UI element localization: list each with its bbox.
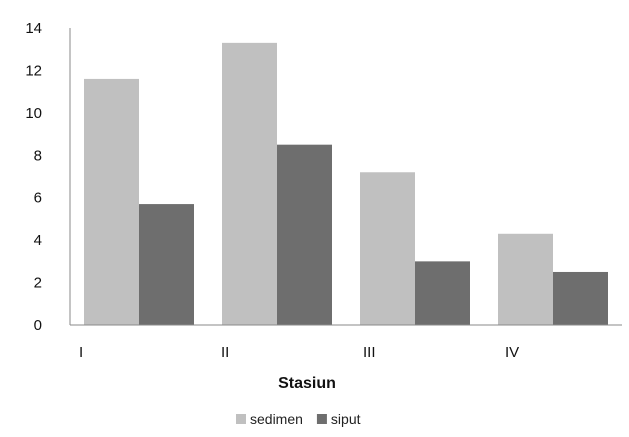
legend: sedimen siput — [236, 411, 361, 427]
y-tick-label: 10 — [25, 105, 42, 122]
y-tick-label: 6 — [34, 190, 42, 207]
legend-swatch-siput — [316, 414, 327, 424]
x-axis-title: Stasiun — [278, 375, 336, 392]
legend-label-siput: siput — [331, 411, 361, 427]
legend-swatch-sedimen — [236, 414, 246, 424]
y-tick-label: 8 — [34, 147, 42, 164]
bar-siput-I — [139, 204, 194, 325]
y-tick-label: 14 — [25, 20, 42, 37]
x-category-label: II — [221, 344, 229, 361]
x-category-label: I — [79, 344, 83, 361]
y-tick-label: 2 — [34, 275, 42, 292]
y-tick-label: 0 — [34, 317, 42, 334]
bar-sedimen-I — [84, 78, 139, 326]
x-axis-categories: I II III IV — [79, 344, 519, 361]
y-axis-ticks: 0 2 4 6 8 10 12 14 — [25, 20, 42, 334]
bar-siput-IV — [553, 271, 608, 325]
y-tick-label: 12 — [25, 62, 42, 79]
x-category-label: III — [363, 344, 376, 361]
bar-siput-II — [277, 144, 332, 325]
bar-sedimen-II — [222, 42, 277, 325]
bars — [84, 42, 608, 326]
x-category-label: IV — [505, 344, 519, 361]
bar-siput-III — [415, 261, 470, 325]
bar-sedimen-IV — [498, 233, 553, 325]
legend-label-sedimen: sedimen — [250, 411, 303, 427]
y-tick-label: 4 — [34, 232, 42, 249]
bar-sedimen-III — [360, 172, 415, 325]
